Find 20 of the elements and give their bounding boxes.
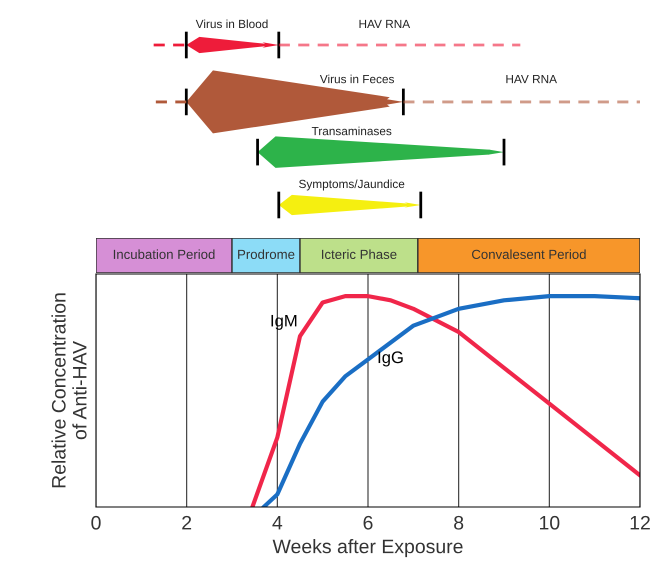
series-label: Icteric Phase [322,249,396,260]
text: Virus in Blood [196,19,268,28]
text: HAV RNA [506,75,557,84]
x-tick-label: 10 [540,516,560,530]
series-label: IgG [378,351,403,366]
series-label: Incubation Period [114,249,214,260]
x-tick-label: 12 [630,516,650,530]
text: Symptoms/Jaundice [299,179,404,190]
x-tick-label: 8 [454,516,464,530]
text: Transaminases [312,126,392,136]
x-tick-label: 6 [364,516,373,530]
x-tick-label: 4 [272,516,282,530]
x-tick-label: 0 [91,516,101,530]
x-axis-title: Weeks after Exposure [272,539,463,558]
text: Virus in Feces [320,74,394,84]
y-axis-title: Relative Concentration of Anti-HAV [51,293,87,488]
series-label: Convalesent Period [472,249,586,260]
x-tick-label: 2 [182,516,192,530]
series-label: Prodrome [238,249,294,260]
text: HAV RNA [359,20,410,28]
